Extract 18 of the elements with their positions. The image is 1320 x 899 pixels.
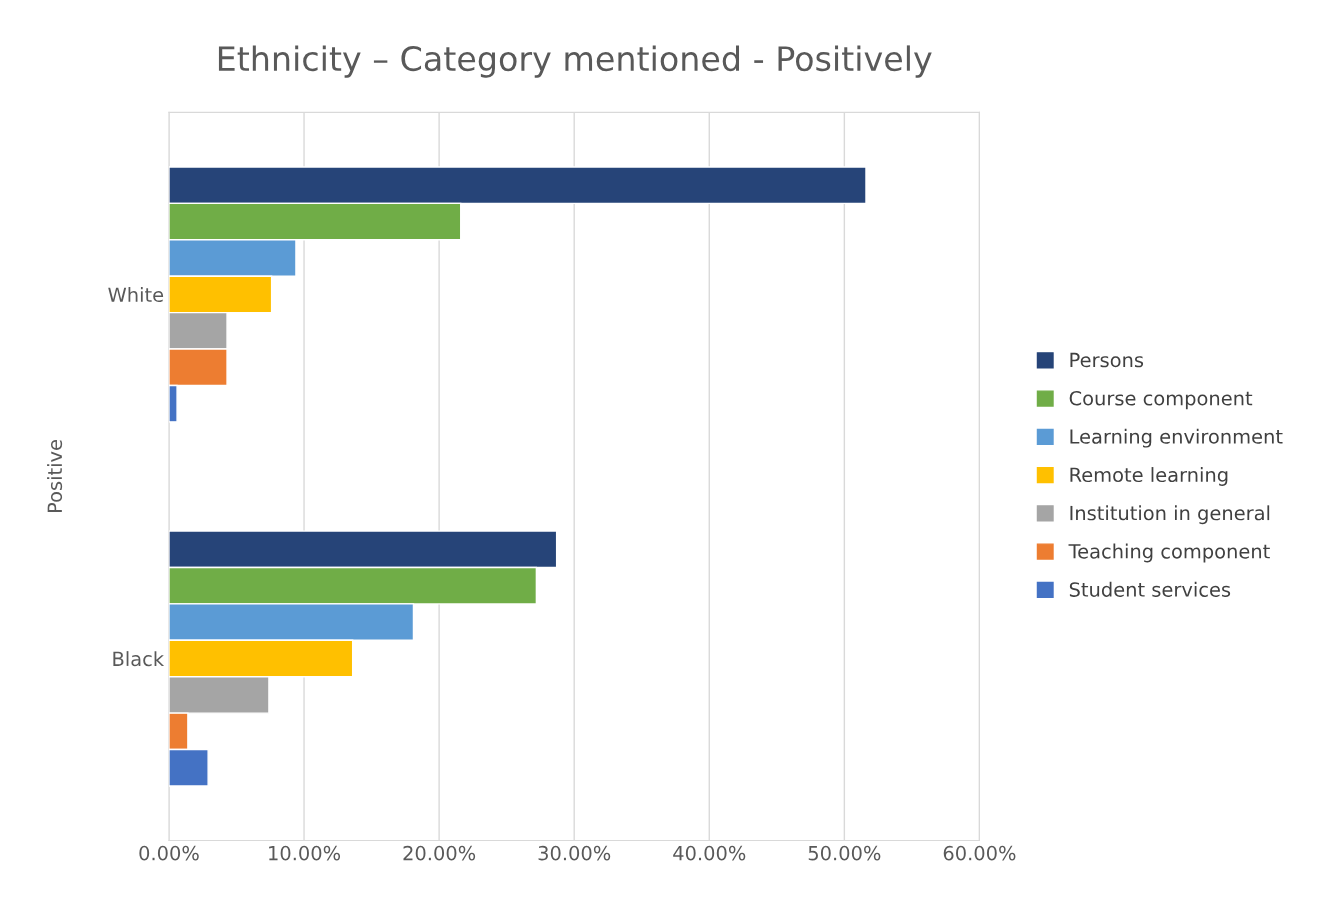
- x-tick-label: 40.00%: [673, 845, 746, 861]
- legend-label: Teaching component: [1068, 543, 1270, 563]
- legend-label: Institution in general: [1070, 505, 1270, 525]
- legend-label: Course component: [1069, 390, 1253, 410]
- y-tick-label: White: [108, 287, 164, 303]
- legend-label: Student services: [1069, 581, 1231, 597]
- chart-title: Ethnicity – Category mentioned - Positively: [218, 45, 932, 78]
- y-tick-label: Black: [113, 651, 165, 667]
- legend-label: Learning environment: [1070, 428, 1283, 448]
- y-axis-title: Positive: [47, 440, 63, 513]
- legend-label: Remote learning: [1070, 467, 1228, 486]
- x-tick-label: 10.00%: [269, 845, 341, 861]
- x-tick-label: 50.00%: [808, 845, 881, 861]
- x-tick-label: 30.00%: [538, 845, 611, 861]
- x-tick-label: 20.00%: [403, 845, 476, 861]
- legend-label: Persons: [1070, 352, 1144, 368]
- x-tick-label: 0.00%: [139, 845, 199, 861]
- x-tick-label: 60.00%: [943, 845, 1016, 861]
